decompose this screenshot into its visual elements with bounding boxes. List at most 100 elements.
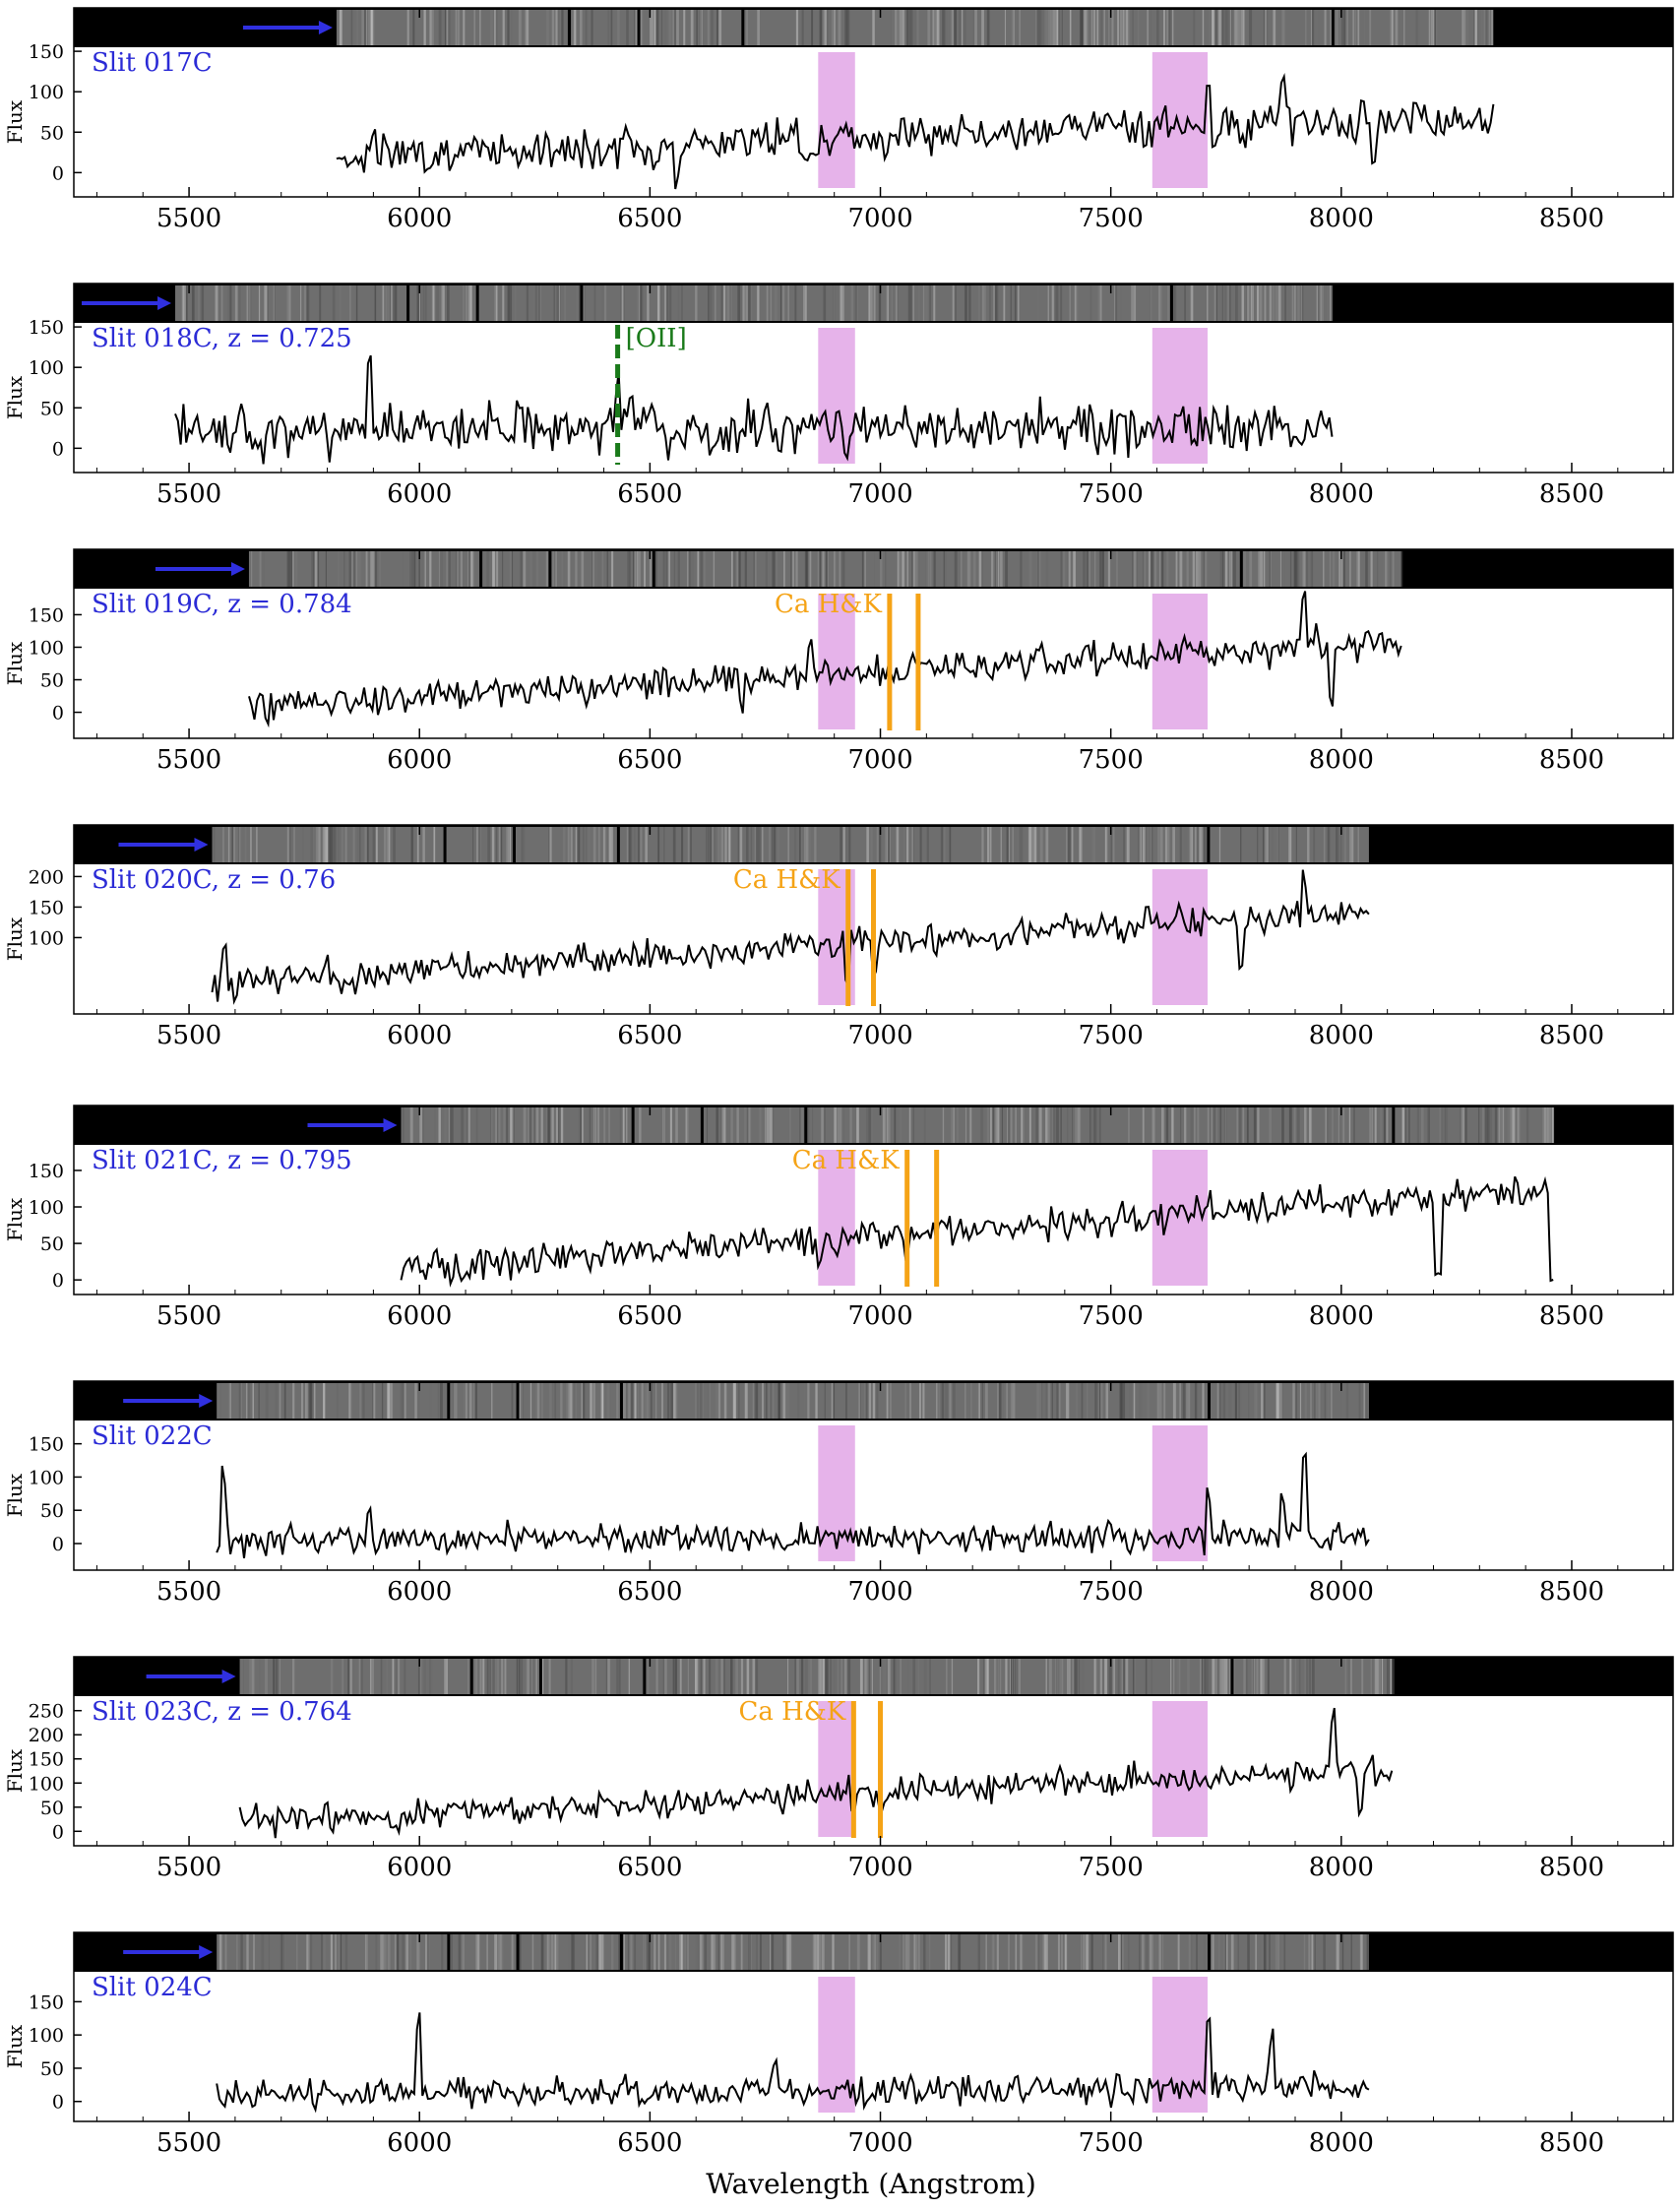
strip-noise-column [547, 1107, 550, 1143]
strip-noise-column [1005, 551, 1008, 587]
strip-noise-column [627, 551, 630, 587]
strip-noise-column [555, 10, 558, 45]
strip-noise-column [856, 1934, 860, 1970]
strip-noise-column [370, 551, 373, 587]
strip-noise-column [1151, 551, 1154, 587]
strip-noise-column [1381, 1659, 1384, 1694]
strip-noise-column [1042, 1934, 1044, 1970]
strip-noise-column [1223, 1934, 1226, 1970]
spectrum-line [216, 2012, 1370, 2114]
strip-noise-column [437, 1383, 440, 1419]
strip-noise-column [656, 285, 660, 321]
x-tick-label: 7500 [1079, 204, 1144, 233]
strip-noise-column [1322, 285, 1324, 321]
strip-noise-column [942, 10, 946, 45]
strip-noise-column [1500, 1107, 1503, 1143]
strip-noise-column [773, 551, 776, 587]
strip-noise-column [800, 1659, 804, 1694]
strip-noise-column [908, 10, 912, 45]
strip-noise-column [611, 551, 614, 587]
x-tick-label: 7000 [847, 1021, 912, 1050]
strip-noise-column [706, 1107, 708, 1143]
strip-noise-column [664, 285, 666, 321]
panel-frame [73, 1380, 1674, 1571]
strip-noise-column [638, 285, 641, 321]
strip-noise-column [644, 1383, 646, 1419]
strip-noise-column [1190, 1107, 1194, 1143]
strip-noise-column [591, 1659, 594, 1694]
y-tick-label: 0 [52, 1534, 64, 1555]
strip-noise-column [1168, 1107, 1172, 1143]
strip-noise-column [1094, 551, 1096, 587]
strip-noise-column [339, 285, 342, 321]
strip-noise-column [296, 1934, 298, 1970]
strip-noise-column [985, 1383, 988, 1419]
strip-noise-column [1331, 1107, 1334, 1143]
strip-noise-column [1542, 1107, 1544, 1143]
strip-noise-column [1512, 1107, 1516, 1143]
strip-noise-column [342, 1659, 345, 1694]
strip-noise-column [259, 551, 262, 587]
strip-noise-column [1178, 1659, 1181, 1694]
strip-noise-column [417, 1659, 420, 1694]
strip-noise-column [1498, 1107, 1501, 1143]
y-tick-label: 0 [52, 438, 64, 460]
strip-noise-column [1071, 827, 1074, 862]
strip-noise-column [309, 1934, 313, 1970]
strip-noise-column [989, 1107, 992, 1143]
strip-noise-column [280, 1383, 283, 1419]
strip-chip-gap [516, 1934, 520, 1970]
spectrum-line [216, 1451, 1370, 1559]
strip-noise-column [309, 1383, 313, 1419]
strip-noise-column [607, 1659, 611, 1694]
strip-noise-column [607, 10, 610, 45]
strip-noise-column [681, 285, 684, 321]
strip-noise-column [844, 1383, 847, 1419]
strip-noise-column [1340, 551, 1343, 587]
strip-noise-column [1218, 1659, 1220, 1694]
strip-noise-column [249, 1659, 251, 1694]
strip-noise-column [400, 1383, 404, 1419]
strip-noise-column [1365, 1383, 1368, 1419]
strip-noise-column [1071, 1107, 1074, 1143]
strip-noise-column [925, 551, 928, 587]
strip-noise-column [918, 551, 921, 587]
strip-noise-column [592, 827, 596, 862]
strip-noise-column [458, 1934, 462, 1970]
strip-noise-column [1294, 285, 1296, 321]
strip-noise-column [1311, 10, 1315, 45]
strip-noise-column [1484, 1107, 1488, 1143]
strip-noise-column [819, 551, 822, 587]
strip-noise-column [1139, 827, 1141, 862]
strip-noise-column [486, 551, 490, 587]
strip-noise-column [674, 1659, 677, 1694]
strip-noise-column [256, 827, 258, 862]
strip-noise-column [1255, 1383, 1258, 1419]
strip-noise-column [574, 1383, 577, 1419]
strip-noise-column [1119, 1934, 1123, 1970]
strip-noise-column [402, 1934, 404, 1970]
strip-noise-column [409, 551, 412, 587]
strip-noise-column [1158, 1383, 1162, 1419]
strip-noise-column [520, 551, 524, 587]
strip-noise-column [1478, 1107, 1480, 1143]
strip-noise-column [641, 10, 644, 45]
strip-noise-column [613, 1934, 616, 1970]
strip-noise-column [1325, 1107, 1327, 1143]
strip-noise-column [436, 285, 439, 321]
strip-noise-column [1462, 10, 1465, 45]
strip-noise-column [1020, 827, 1024, 862]
strip-noise-column [1114, 285, 1118, 321]
strip-noise-column [747, 1107, 749, 1143]
strip-noise-column [747, 1107, 751, 1143]
strip-noise-column [1242, 10, 1245, 45]
strip-noise-column [1159, 285, 1162, 321]
strip-noise-column [1356, 551, 1359, 587]
strip-noise-column [356, 10, 358, 45]
x-tick-label: 8500 [1539, 1021, 1604, 1050]
x-tick-label: 6500 [617, 1853, 682, 1882]
strip-noise-column [1099, 551, 1102, 587]
strip-noise-column [1261, 1934, 1264, 1970]
strip-noise-column [469, 285, 472, 321]
strip-noise-column [1166, 551, 1169, 587]
